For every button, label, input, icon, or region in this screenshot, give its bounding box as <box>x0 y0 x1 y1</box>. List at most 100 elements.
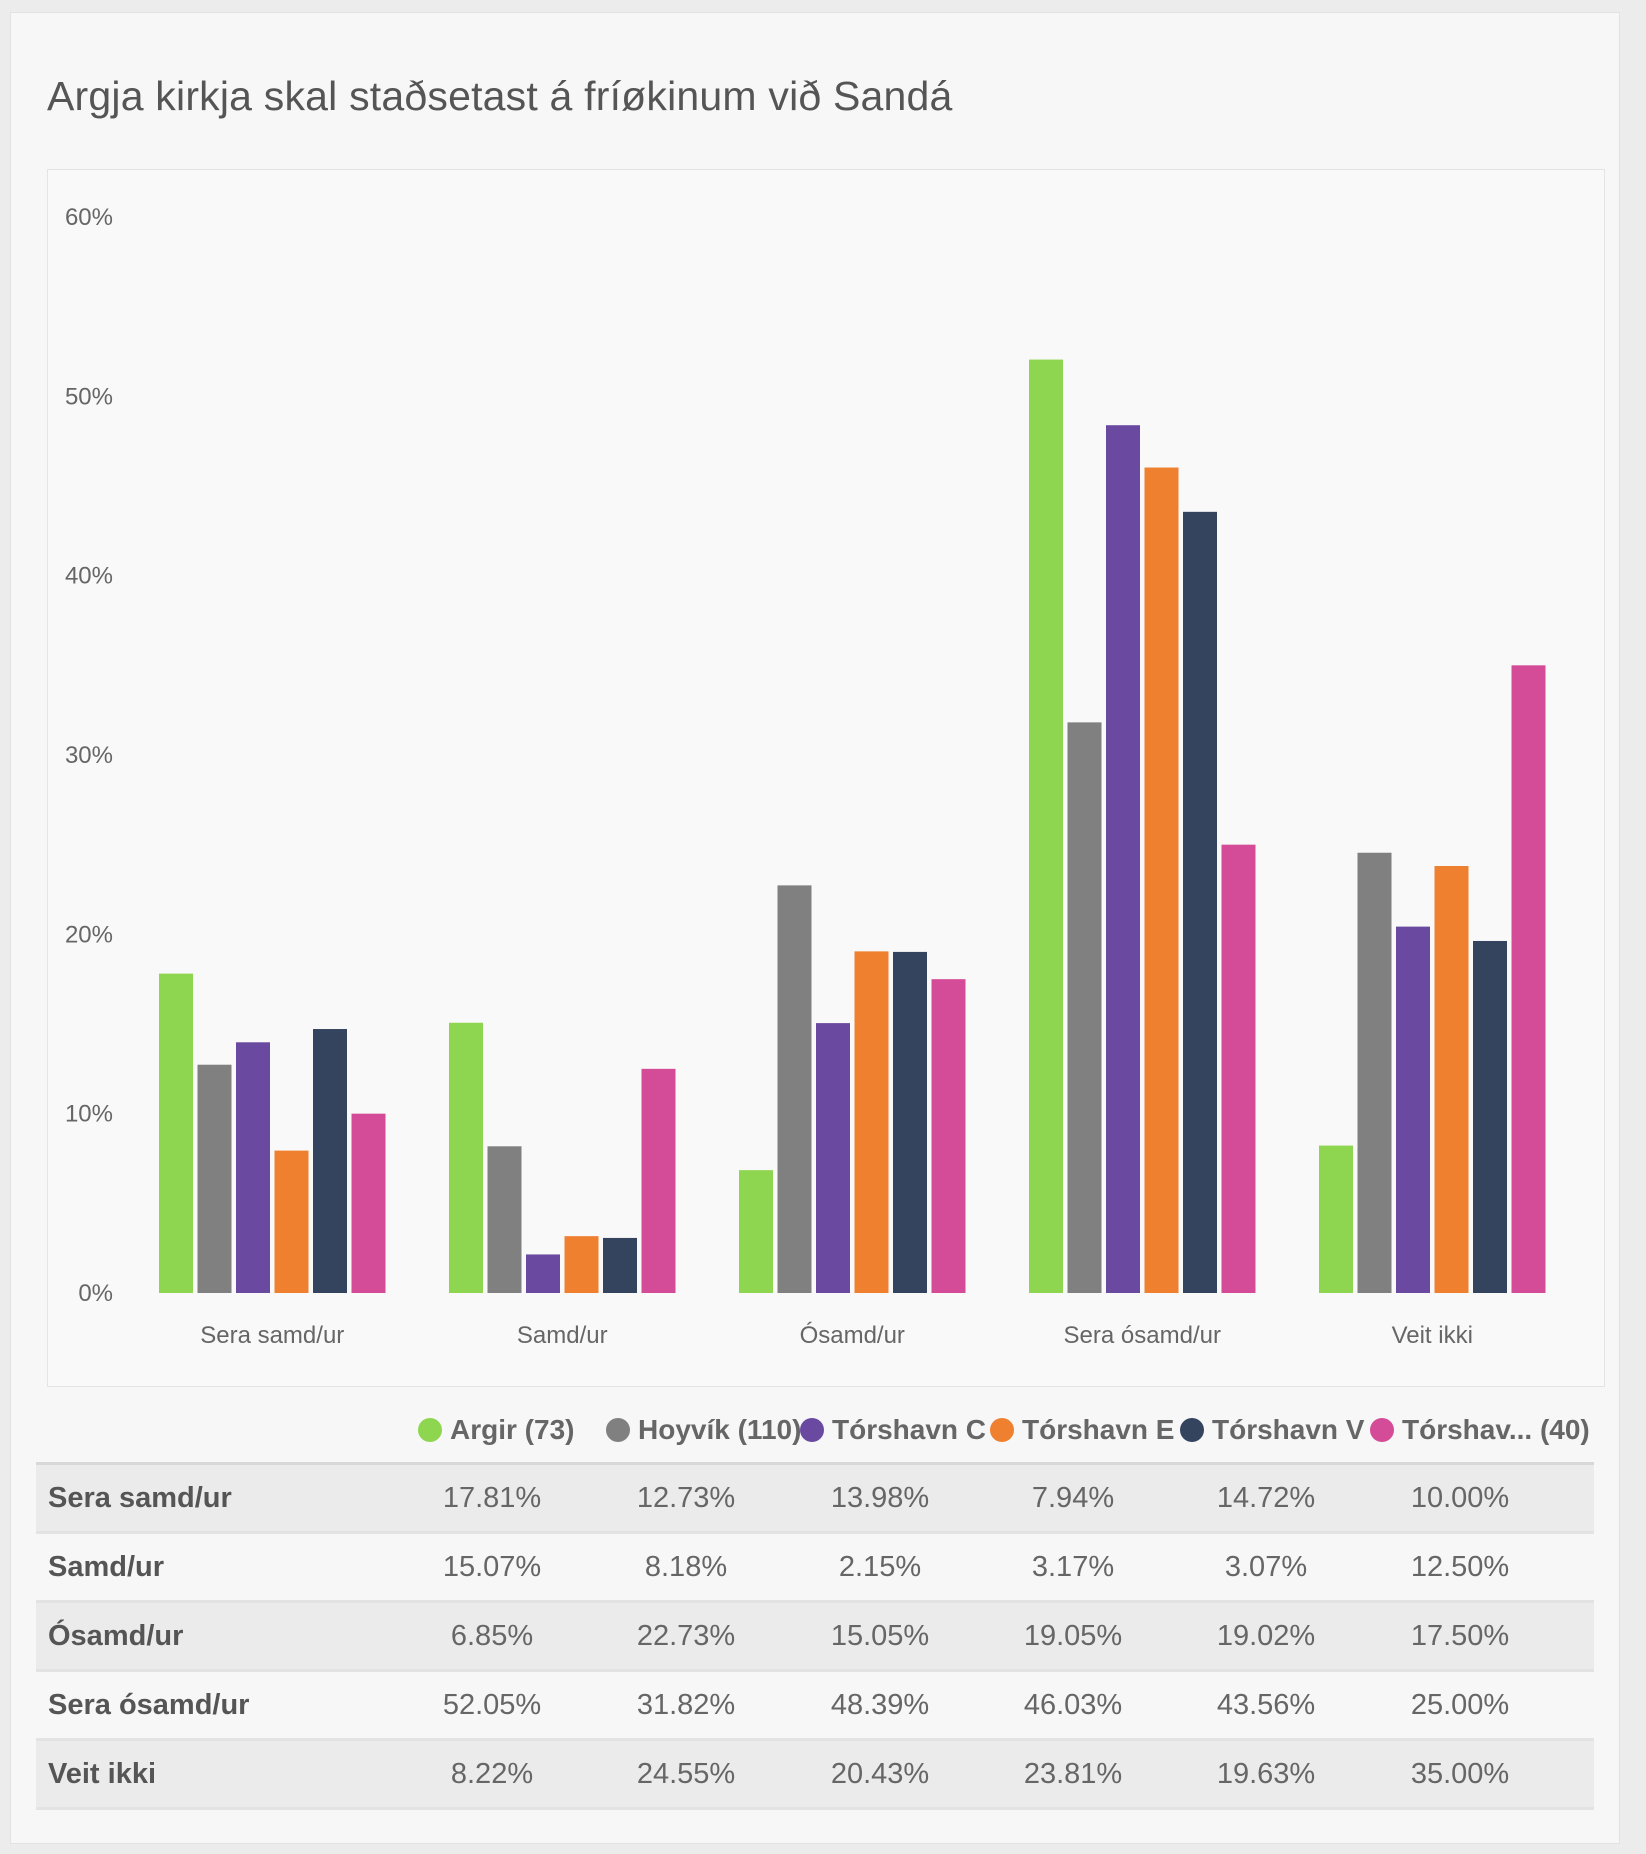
legend-label: Tórshavn V <box>1212 1414 1365 1445</box>
table-cell: 19.63% <box>1216 1757 1316 1790</box>
bar[interactable] <box>739 1170 773 1293</box>
table-row: Samd/ur 15.07% 8.18% 2.15% 3.17% 3.07% 12.50% <box>36 1534 1594 1603</box>
table-cell: 31.82% <box>636 1688 736 1721</box>
x-category-label: Sera samd/ur <box>200 1322 344 1349</box>
legend-label: Tórshav... (40) <box>1402 1414 1590 1445</box>
legend-swatch <box>606 1418 630 1442</box>
table-cell: 12.73% <box>636 1481 736 1514</box>
table-cell: 17.81% <box>442 1481 542 1514</box>
table-cell: 3.17% <box>1031 1550 1115 1583</box>
chart-area: 0% 10% 20% 30% 40% 50% 60% Sera samd/ur Samd/ur Ó… <box>47 169 1605 1387</box>
table-cell: 25.00% <box>1410 1688 1510 1721</box>
bar[interactable] <box>1319 1145 1353 1293</box>
legend-item[interactable]: Tórshav... (40) <box>1370 1414 1590 1446</box>
bar[interactable] <box>641 1068 676 1293</box>
bar[interactable] <box>1473 940 1507 1293</box>
legend-label: Argir (73) <box>450 1414 575 1445</box>
bar[interactable] <box>1357 852 1392 1293</box>
row-label: Ósamd/ur <box>48 1619 184 1652</box>
x-category-label: Sera ósamd/ur <box>1064 1322 1221 1349</box>
bar[interactable] <box>564 1236 599 1293</box>
bar[interactable] <box>351 1113 386 1293</box>
bar[interactable] <box>197 1064 232 1293</box>
legend-item[interactable]: Tórshavn C <box>800 1414 986 1446</box>
table-cell: 10.00% <box>1410 1481 1510 1514</box>
legend-item[interactable]: Tórshavn V <box>1180 1414 1364 1446</box>
legend-swatch <box>1180 1418 1204 1442</box>
bar[interactable] <box>816 1023 850 1293</box>
chart-title: Argja kirkja skal staðsetast á fríøkinum… <box>47 73 953 119</box>
bar[interactable] <box>1511 665 1546 1293</box>
bar[interactable] <box>893 951 927 1293</box>
table-cell: 48.39% <box>830 1688 930 1721</box>
bar[interactable] <box>854 951 889 1293</box>
y-tick-label: 0% <box>78 1280 113 1307</box>
table-cell: 12.50% <box>1410 1550 1510 1583</box>
y-tick-label: 50% <box>65 383 113 410</box>
table-cell: 17.50% <box>1410 1619 1510 1652</box>
legend-swatch <box>1370 1418 1394 1442</box>
bar[interactable] <box>1106 425 1140 1293</box>
table-cell: 20.43% <box>830 1757 930 1790</box>
legend-label: Tórshavn E <box>1022 1414 1175 1445</box>
bar[interactable] <box>159 973 193 1293</box>
legend-item[interactable]: Argir (73) <box>418 1414 574 1446</box>
row-label: Sera samd/ur <box>48 1481 232 1514</box>
legend-swatch <box>418 1418 442 1442</box>
bar[interactable] <box>526 1254 560 1293</box>
table-row: Sera ósamd/ur 52.05% 31.82% 48.39% 46.03% 43.… <box>36 1672 1594 1741</box>
row-label: Sera ósamd/ur <box>48 1688 250 1721</box>
table-cell: 22.73% <box>636 1619 736 1652</box>
table-cell: 7.94% <box>1031 1481 1115 1514</box>
table-cell: 43.56% <box>1216 1688 1316 1721</box>
bar[interactable] <box>1029 359 1063 1293</box>
table-cell: 23.81% <box>1023 1757 1123 1790</box>
bar[interactable] <box>274 1150 309 1293</box>
table-cell: 15.07% <box>442 1550 542 1583</box>
table-cell: 3.07% <box>1224 1550 1308 1583</box>
y-tick-label: 20% <box>65 921 113 948</box>
x-category-label: Samd/ur <box>517 1322 608 1349</box>
y-tick-label: 10% <box>65 1101 113 1128</box>
table-cell: 24.55% <box>636 1757 736 1790</box>
legend-swatch <box>990 1418 1014 1442</box>
bar[interactable] <box>487 1146 522 1293</box>
table-cell: 35.00% <box>1410 1757 1510 1790</box>
bar[interactable] <box>449 1022 483 1293</box>
bar-chart: 0% 10% 20% 30% 40% 50% 60% Sera samd/ur Samd/ur Ó… <box>65 204 1546 1349</box>
table-cell: 8.18% <box>644 1550 728 1583</box>
y-tick-label: 40% <box>65 563 113 590</box>
chart-card: Argja kirkja skal staðsetast á fríøkinum… <box>10 12 1620 1844</box>
table-cell: 8.22% <box>450 1757 534 1790</box>
bar[interactable] <box>1067 722 1102 1293</box>
table-row: Ósamd/ur 6.85% 22.73% 15.05% 19.05% 19.02% 17.… <box>36 1603 1594 1672</box>
bar[interactable] <box>1144 467 1179 1293</box>
bar[interactable] <box>931 979 966 1293</box>
table-cell: 2.15% <box>838 1550 922 1583</box>
bar[interactable] <box>1396 926 1430 1293</box>
table-cell: 15.05% <box>830 1619 930 1652</box>
y-tick-label: 30% <box>65 742 113 769</box>
table-cell: 52.05% <box>442 1688 542 1721</box>
bar[interactable] <box>1434 866 1469 1293</box>
x-category-label: Veit ikki <box>1392 1322 1473 1349</box>
table-row: Sera samd/ur 17.81% 12.73% 13.98% 7.94% 14.72… <box>36 1465 1594 1534</box>
data-table: Sera samd/ur 17.81% 12.73% 13.98% 7.94% 14.72… <box>36 1462 1594 1810</box>
legend-item[interactable]: Tórshavn E <box>990 1414 1174 1446</box>
x-category-label: Ósamd/ur <box>800 1322 905 1349</box>
bar[interactable] <box>236 1042 270 1293</box>
table-row: Veit ikki 8.22% 24.55% 20.43% 23.81% 19.63% 35… <box>36 1741 1594 1810</box>
chart-legend: Argir (73) Hoyvík (110) Tórshavn C Tórshavn… <box>36 1414 1636 1450</box>
bar[interactable] <box>603 1237 637 1293</box>
y-tick-label: 60% <box>65 204 113 231</box>
legend-item[interactable]: Hoyvík (110) <box>606 1414 801 1446</box>
bar[interactable] <box>313 1029 347 1293</box>
table-cell: 19.02% <box>1216 1619 1316 1652</box>
legend-label: Hoyvík (110) <box>638 1414 802 1445</box>
table-cell: 6.85% <box>450 1619 534 1652</box>
bar[interactable] <box>777 885 812 1293</box>
legend-swatch <box>800 1418 824 1442</box>
row-label: Samd/ur <box>48 1550 165 1583</box>
bar[interactable] <box>1183 511 1217 1294</box>
bar[interactable] <box>1221 844 1256 1293</box>
